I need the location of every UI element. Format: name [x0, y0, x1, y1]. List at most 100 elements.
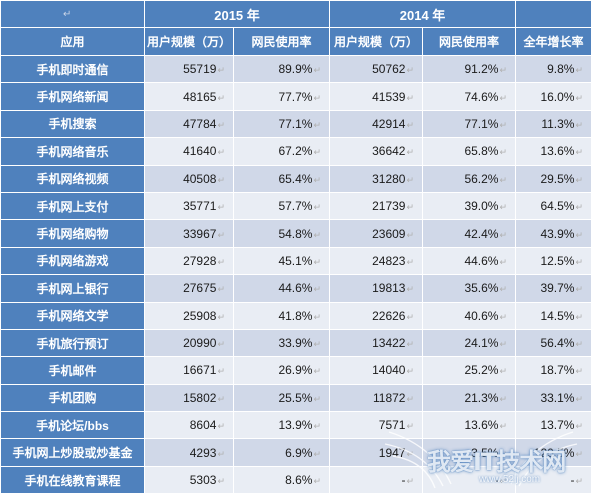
cell-r2014: 13.6%↵ — [422, 411, 517, 440]
cell-u2015: 55719↵ — [144, 54, 234, 84]
cell-u2015: 27928↵ — [144, 246, 234, 276]
cell-growth: -↵ — [515, 465, 591, 494]
cell-value: 44.6% — [464, 253, 499, 268]
paragraph-mark: ↵ — [575, 256, 584, 267]
cell-value: 67.2% — [278, 144, 313, 159]
app-name-cell: 手机网上支付 — [0, 191, 145, 221]
app-name-cell: 手机网上银行 — [0, 274, 145, 303]
paragraph-mark: ↵ — [313, 65, 322, 76]
cell-u2014: 41539↵ — [329, 82, 424, 111]
paragraph-mark: ↵ — [313, 174, 322, 185]
cell-value: 27675 — [183, 281, 217, 296]
cell-value: 57.7% — [278, 199, 313, 214]
paragraph-mark: ↵ — [499, 393, 508, 404]
cell-u2014: 23609↵ — [329, 219, 424, 248]
col-rate-2014-header: 网民使用率 — [422, 27, 517, 56]
paragraph-mark: ↵ — [499, 147, 508, 158]
cell-r2014: 44.6%↵ — [422, 246, 517, 276]
paragraph-mark: ↵ — [217, 65, 225, 76]
cell-value: 20990 — [183, 336, 217, 351]
cell-u2014: 13422↵ — [329, 328, 424, 358]
paragraph-mark: ↵ — [575, 119, 584, 130]
cell-value: 77.1% — [464, 116, 499, 131]
cell-value: 1947 — [378, 445, 406, 460]
paragraph-mark: ↵ — [575, 202, 584, 213]
paragraph-mark: ↵ — [217, 119, 225, 130]
cell-growth: 33.1%↵ — [515, 383, 591, 413]
table-row: 手机网络游戏 27928↵ 45.1%↵ 24823↵ 44.6%↵ 12.5%↵ — [0, 246, 591, 276]
cell-r2014: 21.3%↵ — [422, 383, 517, 413]
cell-value: 25908 — [183, 308, 217, 323]
paragraph-mark: ↵ — [575, 229, 584, 240]
table-row: 手机论坛/bbs 8604↵ 13.9%↵ 7571↵ 13.6%↵ 13.7%↵ — [0, 411, 591, 440]
paragraph-mark: ↵ — [217, 393, 225, 404]
cell-growth: 12.5%↵ — [515, 246, 591, 276]
cell-u2015: 8604↵ — [144, 411, 234, 440]
paragraph-mark: ↵ — [499, 448, 508, 459]
cell-value: 21.3% — [464, 390, 499, 405]
cell-value: 33967 — [183, 226, 217, 241]
paragraph-mark: ↵ — [406, 202, 415, 213]
corner-cell: ↵ — [0, 0, 145, 28]
cell-value: 47784 — [183, 116, 217, 131]
paragraph-mark: ↵ — [406, 339, 415, 350]
cell-value: 64.5% — [540, 199, 575, 214]
col-users-2015-header: 用户规模（万） — [144, 27, 234, 56]
cell-value: 24823 — [372, 253, 406, 268]
cell-u2015: 35771↵ — [144, 191, 234, 221]
paragraph-mark: ↵ — [313, 284, 322, 295]
app-name-cell: 手机网络购物 — [0, 219, 145, 248]
cell-u2014: 42914↵ — [329, 109, 424, 139]
paragraph-mark: ↵ — [575, 339, 584, 350]
paragraph-mark: ↵ — [217, 256, 225, 267]
app-name-cell: 手机网上炒股或炒基金 — [0, 438, 145, 467]
cell-value: 24.1% — [464, 336, 499, 351]
paragraph-mark: ↵ — [217, 421, 225, 432]
cell-value: 40508 — [183, 171, 217, 186]
cell-growth: 29.5%↵ — [515, 164, 591, 193]
cell-r2015: 6.9%↵ — [232, 438, 331, 467]
cell-u2015: 40508↵ — [144, 164, 234, 193]
cell-value: 41539 — [372, 89, 406, 104]
paragraph-mark: ↵ — [406, 65, 415, 76]
cell-u2015: 47784↵ — [144, 109, 234, 139]
cell-r2014: 74.6%↵ — [422, 82, 517, 111]
cell-value: 39.0% — [464, 199, 499, 214]
cell-value: 11872 — [372, 390, 406, 405]
cell-r2014: 25.2%↵ — [422, 356, 517, 385]
cell-value: 13.9% — [278, 418, 313, 433]
cell-value: - — [494, 473, 499, 488]
paragraph-mark: ↵ — [499, 284, 508, 295]
cell-value: 15802 — [183, 390, 217, 405]
cell-r2015: 67.2%↵ — [232, 137, 331, 166]
cell-value: 35.6% — [464, 281, 499, 296]
paragraph-mark: ↵ — [217, 448, 225, 459]
app-name-cell: 手机搜索 — [0, 109, 145, 139]
cell-value: 36642 — [372, 144, 406, 159]
growth-year-blank — [515, 0, 591, 28]
table-row: 手机搜索 47784↵ 77.1%↵ 42914↵ 77.1%↵ 11.3%↵ — [0, 109, 591, 139]
cell-r2015: 26.9%↵ — [232, 356, 331, 385]
cell-r2014: 91.2%↵ — [422, 54, 517, 84]
cell-r2014: -↵ — [422, 465, 517, 494]
cell-u2014: 50762↵ — [329, 54, 424, 84]
paragraph-mark: ↵ — [406, 147, 415, 158]
paragraph-mark: ↵ — [575, 147, 584, 158]
cell-value: 25.2% — [464, 363, 499, 378]
cell-growth: 56.4%↵ — [515, 328, 591, 358]
cell-value: 39.7% — [540, 281, 575, 296]
paragraph-mark: ↵ — [499, 229, 508, 240]
paragraph-mark: ↵ — [575, 311, 584, 322]
app-name-cell: 手机团购 — [0, 383, 145, 413]
cell-u2015: 48165↵ — [144, 82, 234, 111]
paragraph-mark: ↵ — [499, 476, 508, 487]
cell-value: 54.8% — [278, 226, 313, 241]
cell-r2015: 45.1%↵ — [232, 246, 331, 276]
cell-value: 74.6% — [464, 89, 499, 104]
cell-r2014: 3.5%↵ — [422, 438, 517, 467]
cell-value: 77.1% — [278, 116, 313, 131]
cell-value: 77.7% — [278, 89, 313, 104]
cell-r2014: 39.0%↵ — [422, 191, 517, 221]
paragraph-mark: ↵ — [499, 421, 508, 432]
paragraph-mark: ↵ — [499, 366, 508, 377]
